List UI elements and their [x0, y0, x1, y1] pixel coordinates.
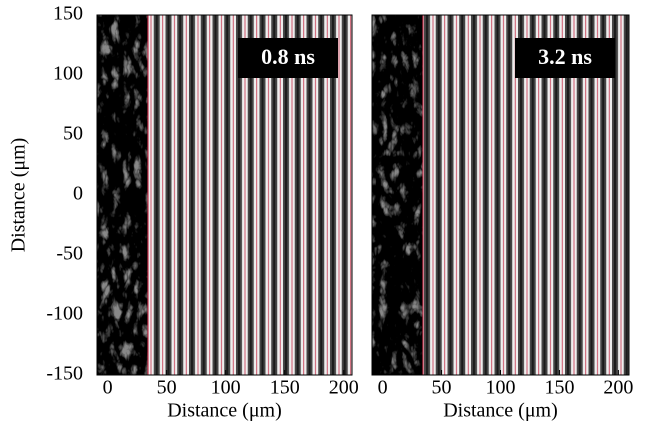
y-tick-label: 100 [53, 63, 83, 85]
annotation-box [238, 38, 338, 78]
y-tick-label: -100 [46, 303, 83, 325]
x-axis-label: Distance (μm) [167, 400, 282, 422]
annotation-box [515, 38, 615, 78]
y-tick-label: 150 [53, 3, 83, 25]
y-tick-label: 50 [63, 123, 83, 145]
annotation: 0.8 ns [261, 44, 315, 69]
turbulent-region [372, 15, 423, 375]
x-tick-label: 0 [378, 377, 388, 399]
x-tick-label: 200 [603, 377, 633, 399]
annotation: 3.2 ns [538, 44, 592, 69]
y-tick-label: 0 [73, 183, 83, 205]
y-tick-label: -50 [56, 243, 83, 265]
x-tick-label: 50 [157, 377, 177, 399]
turbulent-region [97, 15, 148, 375]
y-axis-label: Distance (μm) [8, 138, 30, 253]
x-tick-label: 50 [432, 377, 452, 399]
x-tick-label: 150 [544, 377, 574, 399]
x-tick-label: 100 [211, 377, 241, 399]
y-tick-label: -150 [46, 363, 83, 385]
x-tick-label: 150 [270, 377, 300, 399]
x-tick-label: 200 [329, 377, 359, 399]
x-tick-label: 100 [486, 377, 516, 399]
x-axis-label: Distance (μm) [443, 400, 558, 422]
x-tick-label: 0 [103, 377, 113, 399]
